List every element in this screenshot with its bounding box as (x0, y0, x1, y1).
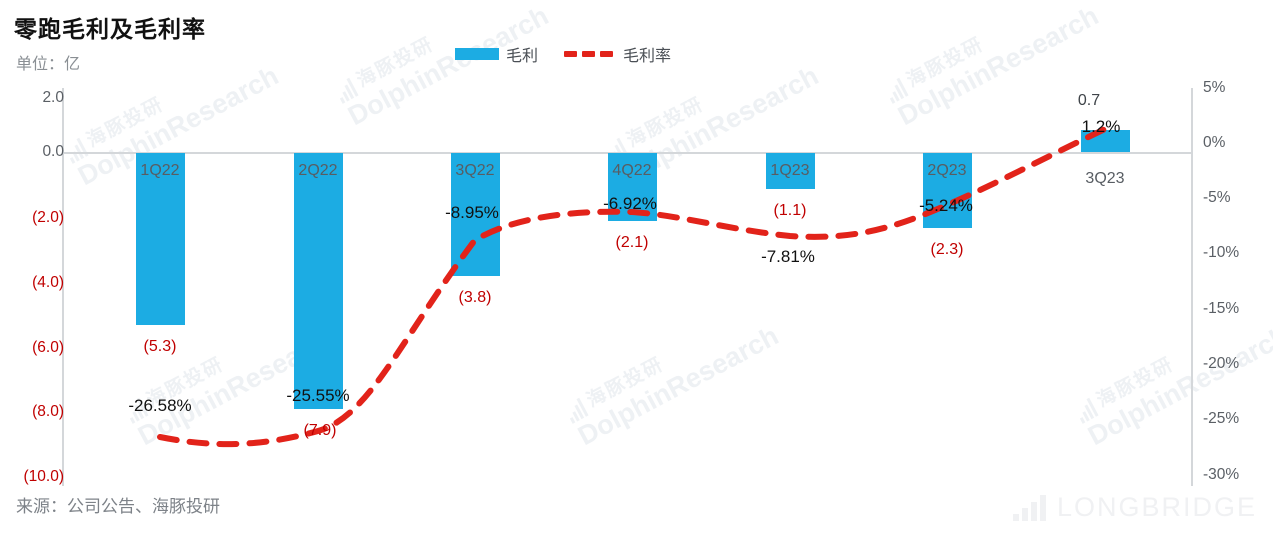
legend-item-bar[interactable]: 毛利 (455, 42, 538, 66)
bar-value-label-2q23: (2.3) (930, 241, 964, 258)
y-left-tick: 0.0 (42, 143, 64, 160)
y-left-tick: (4.0) (32, 274, 64, 291)
category-label-1q23: 1Q23 (770, 162, 810, 179)
longbridge-logo: LONGBRIDGE (1012, 492, 1257, 523)
chart-unit-subtitle: 单位：亿 (16, 56, 81, 73)
category-label-3q23: 3Q23 (1085, 170, 1125, 187)
logo-text: LONGBRIDGE (1056, 492, 1257, 522)
line-value-label-3q22: -8.95% (445, 203, 499, 222)
y-right-tick: 5% (1203, 79, 1226, 96)
line-value-label-3q23: 1.2% (1081, 117, 1121, 136)
bar-value-label-4q22: (2.1) (615, 234, 649, 251)
y-left-tick: (6.0) (32, 339, 64, 356)
y-left-tick: (10.0) (23, 468, 65, 485)
y-left-tick: (8.0) (32, 403, 64, 420)
y-axis-right-line (1191, 88, 1193, 486)
line-value-label-1q23: -7.81% (761, 247, 815, 266)
bar-value-label-2q22: (7.9) (303, 422, 337, 439)
legend-label-line: 毛利率 (623, 48, 672, 65)
line-value-label-4q22: -6.92% (603, 194, 657, 213)
y-right-tick: 0% (1203, 134, 1226, 151)
y-right-tick: -10% (1203, 244, 1240, 261)
bar-2q22[interactable] (294, 153, 343, 409)
category-label-4q22: 4Q22 (612, 162, 652, 179)
line-value-label-2q23: -5.24% (919, 196, 973, 215)
y-right-tick: -25% (1203, 410, 1240, 427)
category-label-1q22: 1Q22 (140, 162, 180, 179)
chart-legend: 毛利 毛利率 (455, 42, 671, 66)
source-note: 来源：公司公告、海豚投研 (16, 497, 220, 516)
bar-value-label-1q23: (1.1) (773, 202, 807, 219)
y-right-tick: -30% (1203, 466, 1240, 483)
y-left-tick: (2.0) (32, 209, 64, 226)
legend-bar-swatch-icon (455, 48, 499, 60)
legend-item-line[interactable]: 毛利率 (564, 42, 671, 66)
category-label-2q22: 2Q22 (298, 162, 338, 179)
bar-chart-icon (1012, 494, 1046, 521)
y-right-tick: -20% (1203, 355, 1240, 372)
y-right-tick: -5% (1203, 189, 1231, 206)
category-label-3q22: 3Q22 (455, 162, 495, 179)
category-label-2q23: 2Q23 (927, 162, 967, 179)
bar-value-label-3q23: 0.7 (1077, 92, 1101, 109)
y-right-tick: -15% (1203, 300, 1240, 317)
y-axis-left-line (62, 88, 64, 486)
bar-value-label-3q22: (3.8) (458, 289, 492, 306)
line-value-label-1q22: -26.58% (128, 396, 192, 415)
page-title: 零跑毛利及毛利率 (14, 16, 206, 42)
line-value-label-2q22: -25.55% (286, 386, 350, 405)
bar-value-label-1q22: (5.3) (143, 338, 177, 355)
legend-label-bar: 毛利 (506, 48, 539, 65)
y-left-tick: 2.0 (42, 89, 64, 106)
